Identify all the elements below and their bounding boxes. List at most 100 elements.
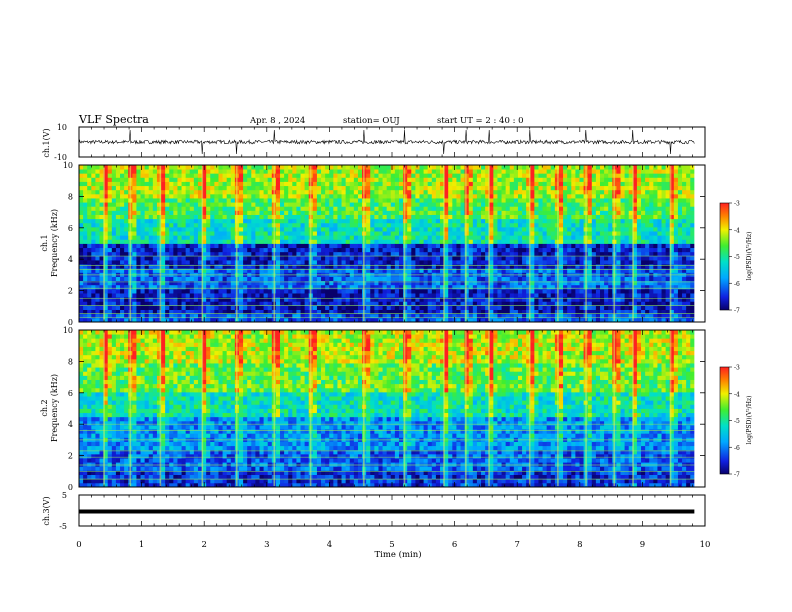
- psd-cell: [579, 280, 584, 286]
- psd-cell: [382, 251, 388, 257]
- psd-cell: [91, 297, 96, 302]
- psd-cell: [333, 218, 338, 224]
- psd-cell: [144, 222, 150, 228]
- psd-cell: [210, 264, 215, 269]
- psd-cell: [468, 301, 474, 306]
- psd-cell: [107, 165, 113, 170]
- psd-cell: [501, 243, 507, 249]
- psd-cell: [600, 297, 605, 302]
- psd-cell: [259, 243, 265, 249]
- psd-cell: [329, 297, 334, 302]
- psd-cell: [132, 226, 137, 232]
- psd-cell: [460, 305, 466, 310]
- psd-cell: [353, 268, 359, 273]
- psd-cell: [530, 218, 535, 224]
- psd-cell: [337, 165, 342, 170]
- psd-cell: [579, 317, 584, 323]
- psd-cell: [312, 309, 318, 315]
- psd-cell: [259, 214, 265, 220]
- psd-cell: [394, 293, 400, 298]
- psd-cell: [300, 280, 306, 286]
- psd-cell: [251, 317, 256, 323]
- psd-cell: [210, 165, 215, 170]
- psd-cell: [411, 268, 416, 273]
- psd-cell: [349, 235, 355, 240]
- psd-cell: [222, 198, 228, 203]
- psd-cell: [214, 264, 219, 269]
- psd-cell: [353, 280, 359, 286]
- psd-cell: [275, 239, 281, 244]
- psd-cell: [148, 193, 154, 199]
- psd-cell: [448, 276, 453, 282]
- psd-cell: [485, 293, 490, 298]
- psd-cell: [333, 198, 338, 203]
- psd-cell: [600, 276, 605, 282]
- psd-cell: [534, 293, 539, 298]
- psd-cell: [115, 313, 121, 319]
- psd-cell: [345, 276, 351, 282]
- psd-cell: [448, 255, 453, 261]
- psd-cell: [431, 198, 437, 203]
- psd-cell: [431, 189, 437, 195]
- psd-cell: [431, 313, 437, 319]
- psd-cell: [591, 255, 597, 261]
- psd-cell: [509, 226, 515, 232]
- psd-cell: [288, 202, 293, 207]
- psd-cell: [83, 206, 88, 211]
- psd-cell: [329, 189, 334, 195]
- psd-cell: [214, 177, 219, 182]
- psd-cell: [398, 268, 404, 273]
- psd-cell: [148, 293, 154, 298]
- psd-cell: [427, 226, 433, 232]
- psd-cell: [489, 177, 494, 182]
- psd-cell: [522, 251, 527, 257]
- psd-cell: [312, 231, 318, 236]
- psd-cell: [169, 268, 174, 273]
- psd-cell: [357, 243, 363, 249]
- psd-cell: [177, 198, 182, 203]
- psd-cell: [107, 247, 113, 253]
- psd-cell: [567, 293, 572, 298]
- psd-cell: [87, 177, 92, 182]
- psd-cell: [296, 276, 301, 282]
- psd-cell: [202, 226, 207, 232]
- psd-cell: [534, 276, 539, 282]
- psd-cell: [120, 288, 125, 294]
- psd-cell: [226, 264, 232, 269]
- psd-cell: [468, 222, 474, 228]
- psd-cell: [435, 181, 441, 187]
- psd-cell: [202, 185, 207, 191]
- psd-cell: [571, 231, 576, 236]
- psd-cell: [452, 305, 457, 310]
- psd-cell: [505, 280, 511, 286]
- psd-cell: [587, 165, 593, 170]
- psd-cell: [243, 255, 248, 261]
- psd-cell: [595, 247, 601, 253]
- psd-cell: [341, 185, 347, 191]
- psd-cell: [181, 206, 187, 211]
- psd-cell: [616, 305, 621, 310]
- psd-cell: [382, 218, 388, 224]
- psd-cell: [202, 239, 207, 244]
- psd-cell: [530, 276, 535, 282]
- psd-cell: [296, 268, 301, 273]
- psd-cell: [259, 173, 265, 178]
- psd-cell: [337, 260, 342, 265]
- psd-cell: [366, 210, 371, 215]
- psd-cell: [476, 202, 482, 207]
- psd-cell: [144, 264, 150, 269]
- psd-cell: [140, 284, 146, 290]
- psd-cell: [230, 309, 236, 315]
- psd-cell: [177, 247, 182, 253]
- psd-cell: [460, 165, 466, 170]
- psd-cell: [288, 251, 293, 257]
- psd-cell: [144, 210, 150, 215]
- psd-cell: [526, 293, 531, 298]
- psd-cell: [481, 288, 486, 294]
- psd-cell: [575, 288, 580, 294]
- psd-cell: [144, 235, 150, 240]
- psd-cell: [333, 268, 338, 273]
- psd-cell: [374, 301, 379, 306]
- psd-cell: [251, 280, 256, 286]
- psd-cell: [398, 243, 404, 249]
